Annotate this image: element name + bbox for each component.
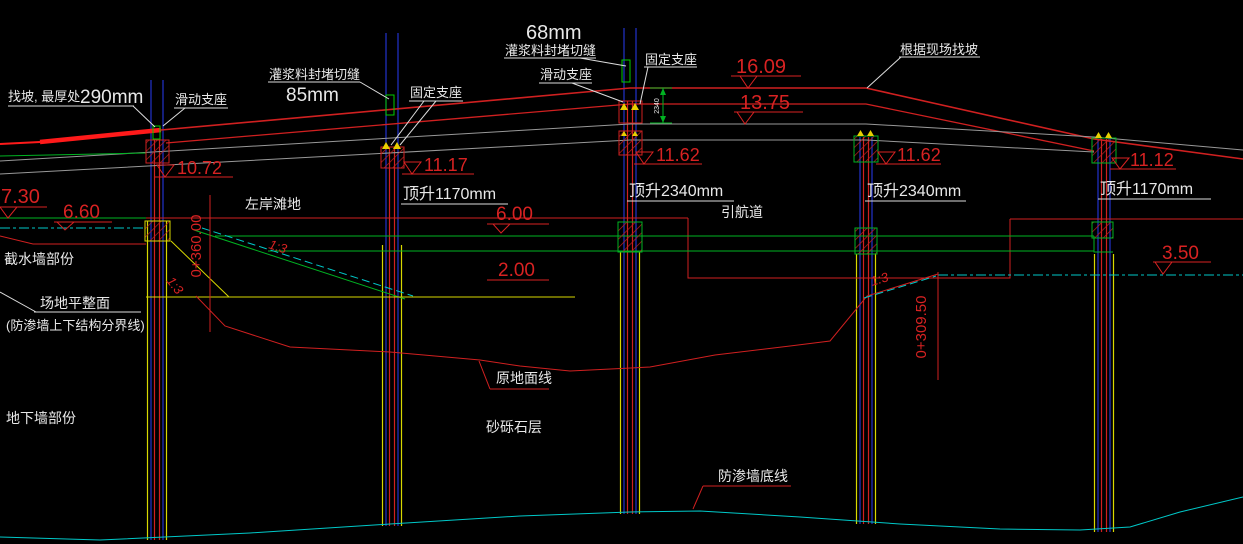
girder-top-line xyxy=(0,123,1243,162)
new-deck-line xyxy=(160,87,1243,160)
label-grout-seal-p2: 灌浆料封堵切缝 xyxy=(269,67,360,82)
text-labels: 找坡, 最厚处 290mm 滑动支座 灌浆料封堵切缝 85mm 固定支座 68m… xyxy=(4,22,1193,484)
leader-lines xyxy=(0,56,1211,510)
pier3-collar xyxy=(617,221,643,253)
label-cutoff-wall-part: 截水墙部份 xyxy=(4,251,74,267)
curtain-bottom-curve xyxy=(0,496,1243,541)
label-sliding-bearing-p3: 滑动支座 xyxy=(540,67,592,82)
ground-lines xyxy=(0,195,1243,541)
elevation-7-30: 7.30 xyxy=(1,186,40,208)
elevation-11-62-p4: 11.62 xyxy=(897,145,941,165)
label-jack-p4: 顶升2340mm xyxy=(867,182,961,200)
label-underground-wall-part: 地下墙部份 xyxy=(6,410,76,426)
pier-caps xyxy=(144,59,1117,255)
elevation-6-00: 6.00 xyxy=(496,204,533,225)
deck-lines xyxy=(0,87,1243,175)
pier-3 xyxy=(619,28,641,514)
label-seal-gap-p2: 85mm xyxy=(286,85,339,106)
label-gravel-layer: 砂砾石层 xyxy=(486,419,542,435)
jack-dim-text: 2340 xyxy=(654,98,661,114)
elevation-11-12: 11.12 xyxy=(1130,150,1174,170)
pier4-collar xyxy=(854,227,878,255)
label-jack-p5: 顶升1170mm xyxy=(1100,180,1193,198)
label-fixed-bearing-p2: 固定支座 xyxy=(410,85,462,100)
pier3-raised-bearing-box xyxy=(618,100,643,124)
elevation-11-17: 11.17 xyxy=(424,155,468,175)
label-slope-note-mm: 290mm xyxy=(80,87,143,108)
elevation-6-60: 6.60 xyxy=(63,202,100,223)
elevation-markers: 16.09 13.75 10.72 11.17 11.62 11.62 11.1… xyxy=(0,56,1211,281)
bearing-pads xyxy=(382,103,1112,149)
pier1-cap xyxy=(145,139,170,164)
label-fixed-bearing-p3: 固定支座 xyxy=(645,52,697,67)
girder-bottom-line xyxy=(0,139,1095,175)
label-site-slope-note: 根据现场找坡 xyxy=(900,42,978,57)
left-slope-line xyxy=(193,229,406,300)
label-sliding-bearing-p1: 滑动支座 xyxy=(175,92,227,107)
jack-dimension-p3: 2340 xyxy=(650,87,672,124)
label-station-309: 0+309.50 xyxy=(913,296,930,359)
old-deck-line xyxy=(165,103,1095,152)
pier1-seam-mark xyxy=(152,125,161,140)
label-channel: 引航道 xyxy=(721,204,763,220)
label-slope-note: 找坡, 最厚处 xyxy=(8,89,80,104)
label-slope-1-3-pier1: 1:3 xyxy=(164,274,187,298)
pier-5 xyxy=(1093,139,1115,532)
label-seal-gap-p3: 68mm xyxy=(526,22,582,44)
label-station-360: 0+360.00 xyxy=(188,215,205,278)
label-grading-surface: 场地平整面 xyxy=(40,295,110,311)
label-grout-seal-p3: 灌浆料封堵切缝 xyxy=(505,43,596,58)
pier3-cap xyxy=(618,130,643,156)
elevation-2-00: 2.00 xyxy=(498,260,535,281)
label-left-bank: 左岸滩地 xyxy=(245,196,301,212)
pavement-wedge xyxy=(39,127,162,145)
label-slope-1-3-left: 1:3 xyxy=(267,237,290,257)
pier2-seam-mark xyxy=(385,94,395,116)
elevation-16-09: 16.09 xyxy=(736,56,786,78)
elevation-10-72: 10.72 xyxy=(177,158,222,178)
pier5-collar xyxy=(1091,221,1114,239)
elevation-3-50: 3.50 xyxy=(1162,243,1199,264)
label-jack-p3: 顶升2340mm xyxy=(629,182,723,200)
label-curtain-bottom-line: 防渗墙底线 xyxy=(718,468,788,484)
label-slope-1-3-right: 1:3 xyxy=(868,269,890,289)
elevation-13-75: 13.75 xyxy=(740,92,790,114)
elevation-11-62-p3: 11.62 xyxy=(656,145,700,165)
pier-2 xyxy=(381,33,403,526)
label-grading-surface-note: (防渗墙上下结构分界线) xyxy=(6,318,145,333)
label-original-ground: 原地面线 xyxy=(496,370,552,386)
original-ground-line xyxy=(195,273,939,372)
channel-outline xyxy=(687,218,1011,279)
pier4-cap xyxy=(853,135,879,163)
label-jack-p2: 顶升1170mm xyxy=(403,185,496,203)
pier3-seam-mark xyxy=(621,59,631,83)
pier2-cap xyxy=(380,146,405,169)
pier1-collar xyxy=(144,220,171,242)
